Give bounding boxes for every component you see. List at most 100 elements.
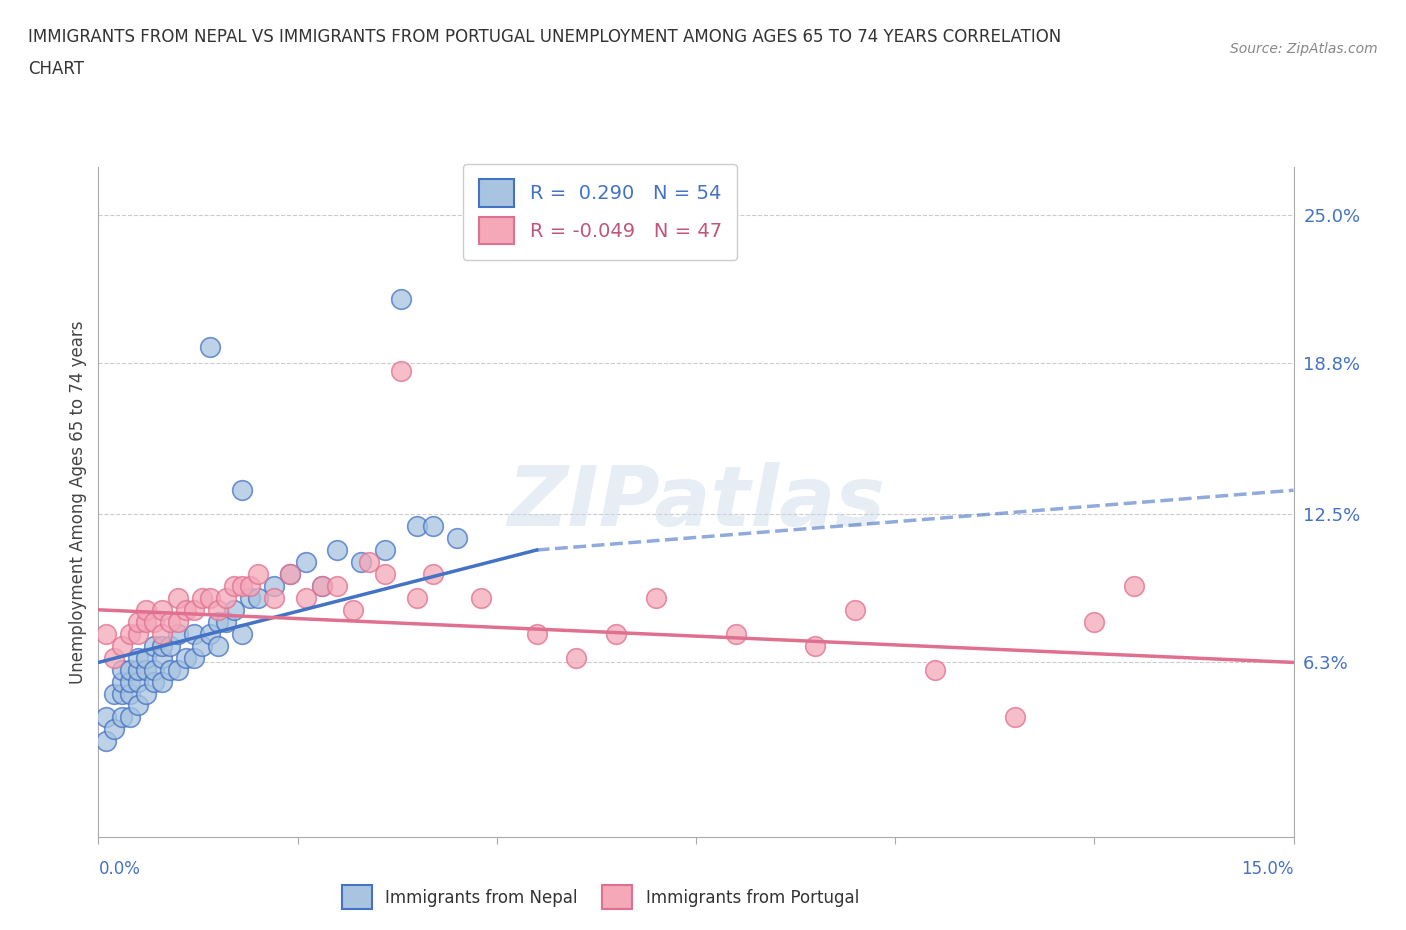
Point (135, 686, 157, 701)
Text: CHART: CHART (28, 60, 84, 78)
Point (263, 591, 285, 605)
Point (311, 578, 333, 593)
Point (207, 603, 229, 618)
Point (207, 615, 229, 630)
Point (191, 638, 214, 653)
Point (150, 650, 173, 665)
Point (389, 364, 412, 379)
Point (127, 698, 149, 713)
Point (111, 638, 134, 653)
Point (198, 591, 221, 605)
Point (422, 566, 444, 581)
Point (215, 591, 238, 605)
Y-axis label: Unemployment Among Ages 65 to 74 years: Unemployment Among Ages 65 to 74 years (69, 321, 87, 684)
Point (350, 554, 373, 569)
Point (231, 578, 253, 593)
Text: 15.0%: 15.0% (1241, 860, 1294, 878)
Point (565, 650, 588, 665)
Point (111, 662, 134, 677)
Point (167, 662, 190, 677)
Point (96, 626, 118, 641)
Point (374, 566, 396, 581)
Text: Source: ZipAtlas.com: Source: ZipAtlas.com (1230, 42, 1378, 56)
Text: IMMIGRANTS FROM NEPAL VS IMMIGRANTS FROM PORTUGAL UNEMPLOYMENT AMONG AGES 65 TO : IMMIGRANTS FROM NEPAL VS IMMIGRANTS FROM… (28, 28, 1062, 46)
Point (120, 626, 142, 641)
Point (844, 603, 866, 618)
Point (446, 531, 468, 546)
Point (150, 638, 173, 653)
Point (406, 591, 429, 605)
Point (1123, 578, 1146, 593)
Point (111, 674, 134, 689)
Point (326, 542, 349, 557)
Point (294, 554, 316, 569)
Point (143, 662, 166, 677)
Point (389, 291, 412, 306)
Point (150, 626, 173, 641)
Point (263, 578, 285, 593)
Point (143, 674, 166, 689)
Point (359, 554, 381, 569)
Point (198, 339, 221, 354)
Point (135, 603, 157, 618)
Point (239, 591, 262, 605)
Point (103, 650, 125, 665)
Point (605, 626, 627, 641)
Point (127, 662, 149, 677)
Point (111, 686, 134, 701)
Point (127, 615, 149, 630)
Point (222, 603, 245, 618)
Point (135, 662, 157, 677)
Point (231, 483, 253, 498)
Point (174, 603, 197, 618)
Point (724, 626, 747, 641)
Point (103, 722, 125, 737)
Point (231, 626, 253, 641)
Point (159, 638, 181, 653)
Point (96, 710, 118, 724)
Point (246, 566, 269, 581)
Point (645, 591, 668, 605)
Point (120, 686, 142, 701)
Point (159, 615, 181, 630)
Point (120, 710, 142, 724)
Point (1004, 710, 1026, 724)
Point (183, 650, 205, 665)
Point (1083, 615, 1105, 630)
Point (167, 615, 190, 630)
Point (278, 566, 301, 581)
Point (167, 626, 190, 641)
Point (198, 626, 221, 641)
Point (143, 638, 166, 653)
Legend: Immigrants from Nepal, Immigrants from Portugal: Immigrants from Nepal, Immigrants from P… (335, 879, 866, 916)
Point (174, 650, 197, 665)
Text: ZIPatlas: ZIPatlas (508, 461, 884, 543)
Point (374, 542, 396, 557)
Point (342, 603, 364, 618)
Point (183, 626, 205, 641)
Point (222, 578, 245, 593)
Point (159, 662, 181, 677)
Point (111, 710, 134, 724)
Point (127, 650, 149, 665)
Point (326, 578, 349, 593)
Point (150, 674, 173, 689)
Point (135, 615, 157, 630)
Point (246, 591, 269, 605)
Point (127, 674, 149, 689)
Point (103, 686, 125, 701)
Point (804, 638, 827, 653)
Point (278, 566, 301, 581)
Point (294, 591, 316, 605)
Point (406, 519, 429, 534)
Point (470, 591, 492, 605)
Point (183, 603, 205, 618)
Point (422, 519, 444, 534)
Point (135, 650, 157, 665)
Text: 0.0%: 0.0% (98, 860, 141, 878)
Point (215, 615, 238, 630)
Point (191, 591, 214, 605)
Point (167, 591, 190, 605)
Point (924, 662, 946, 677)
Point (120, 662, 142, 677)
